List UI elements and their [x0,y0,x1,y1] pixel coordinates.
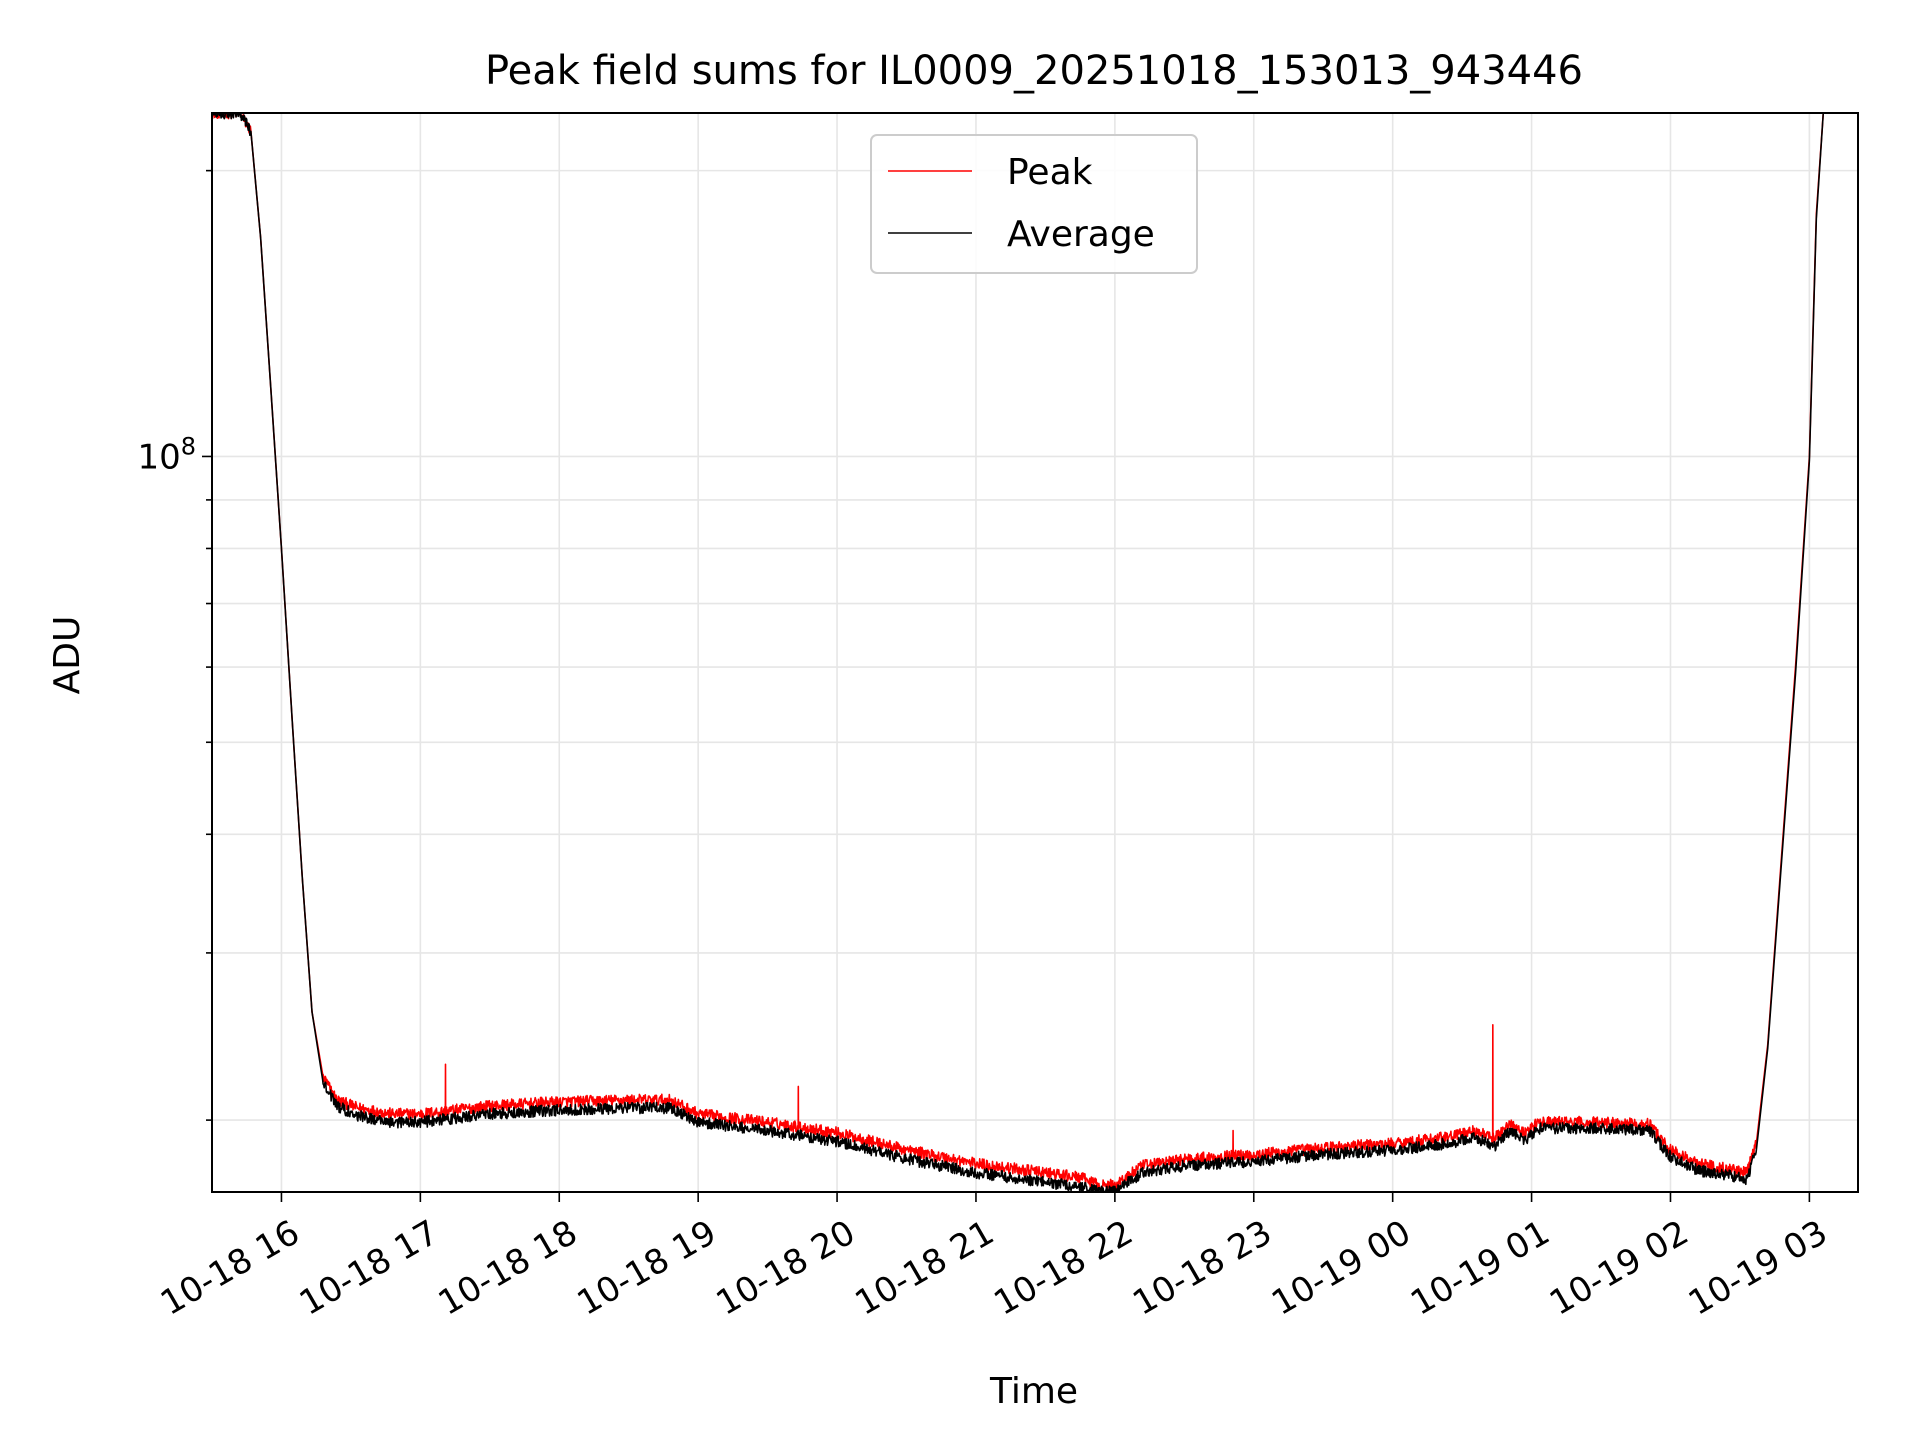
y-tick-label-base: 10 [137,437,180,477]
grid-layer [212,113,1858,1192]
legend-box [870,134,1198,274]
y-axis-label: ADU [47,616,88,695]
chart-title: Peak field sums for IL0009_20251018_1530… [485,48,1583,94]
legend: Peak Average [870,134,1198,274]
y-tick-label: 108 [137,432,196,477]
legend-label-peak: Peak [1007,152,1093,193]
series-line-average [211,112,1825,1193]
plot-frame [211,112,1859,1193]
series-line-peak [211,112,1825,1193]
series-layer [211,112,1825,1193]
legend-label-average: Average [1007,214,1155,255]
x-axis-label: Time [989,1371,1078,1412]
y-tick-label-exponent: 8 [181,432,196,460]
